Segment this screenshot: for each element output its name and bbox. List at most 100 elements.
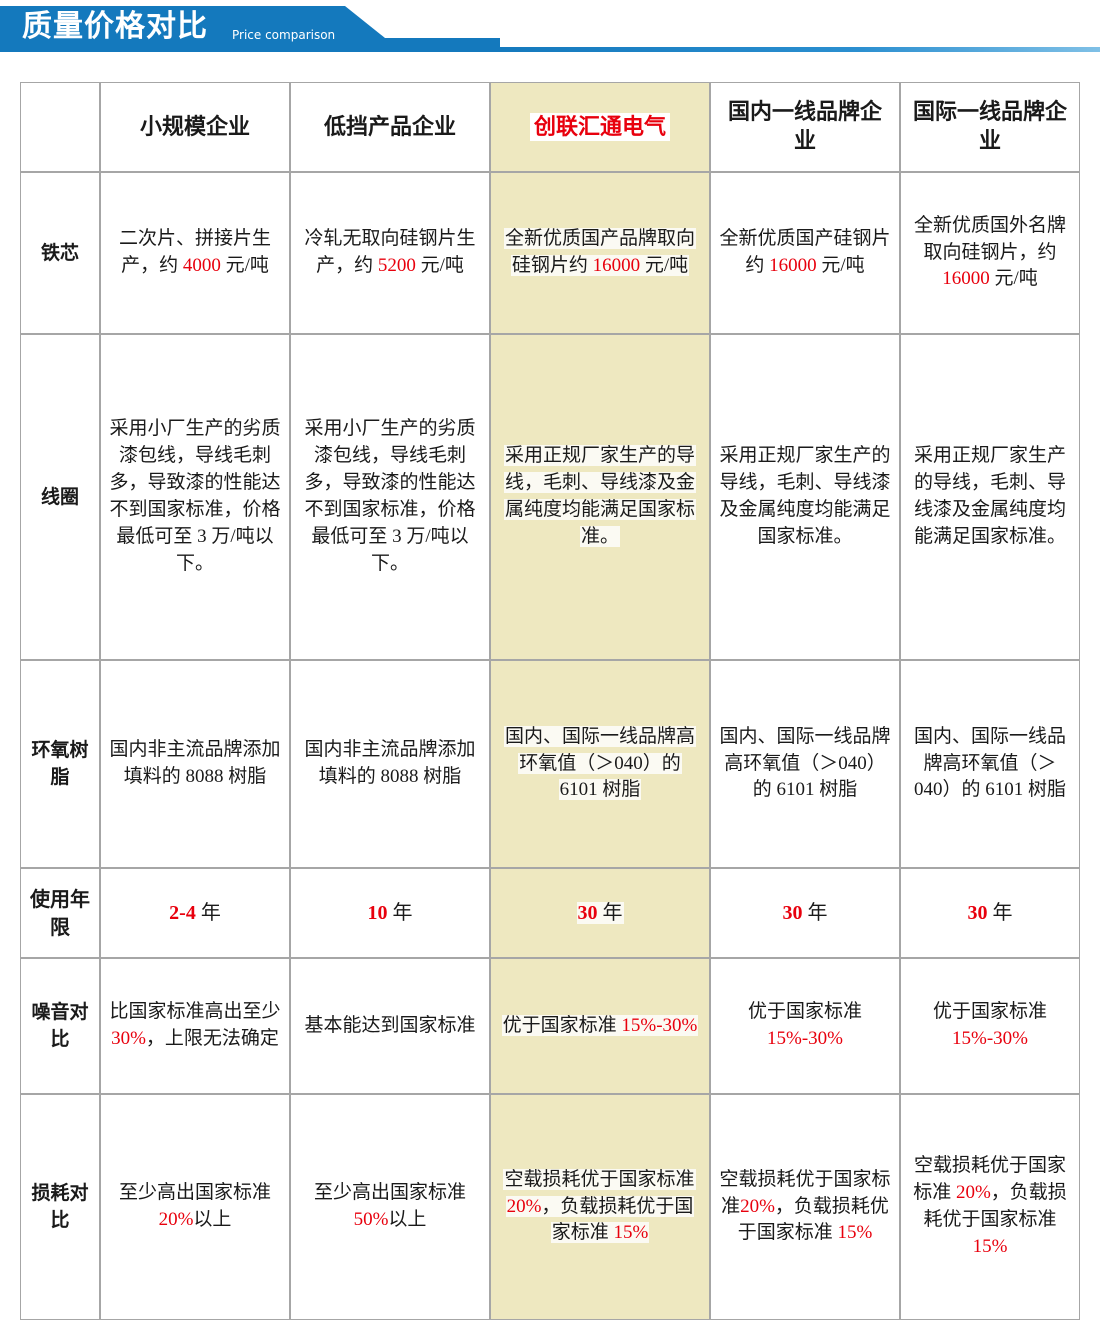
cell-loss-domestic-top: 空载损耗优于国家标准20%，负载损耗优于国家标准 15% <box>710 1094 900 1320</box>
cell-text: 采用正规厂家生产的导线，毛刺、导线漆及金属纯度均能满足国家标准。 <box>719 445 890 547</box>
cell-text-part: 二次片、拼接片生产，约 <box>118 228 271 276</box>
comparison-table-wrapper: 小规模企业 低挡产品企业 创联汇通电气 国内一线品牌企业 国际一线品牌企业 铁芯… <box>20 82 1080 1320</box>
cell-coil-low-end: 采用小厂生产的劣质漆包线，导线毛刺多，导致漆的性能达不到国家标准，价格最低可至 … <box>290 334 490 660</box>
banner-title: 质量价格对比 <box>22 9 208 44</box>
header-cell-low-end: 低挡产品企业 <box>290 82 490 172</box>
table-row-coil: 线圈 采用小厂生产的劣质漆包线，导线毛刺多，导致漆的性能达不到国家标准，价格最低… <box>20 334 1080 660</box>
cell-text: 30 年 <box>783 902 828 924</box>
cell-coil-domestic-top: 采用正规厂家生产的导线，毛刺、导线漆及金属纯度均能满足国家标准。 <box>710 334 900 660</box>
metric-value: 5200 <box>377 255 416 276</box>
table-header-row: 小规模企业 低挡产品企业 创联汇通电气 国内一线品牌企业 国际一线品牌企业 <box>20 82 1080 172</box>
banner-subtitle: Price comparison <box>232 28 336 42</box>
cell-text-part: 优于国家标准 <box>747 1001 862 1023</box>
metric-value: 15%-30% <box>952 1028 1028 1049</box>
metric-value: 10 <box>367 901 388 924</box>
cell-text: 比国家标准高出至少 30%，上限无法确定 <box>109 1001 280 1049</box>
cell-text-part: 优于国家标准 <box>502 1014 622 1036</box>
cell-core-brand: 全新优质国产品牌取向硅钢片约 16000 元/吨 <box>490 172 710 334</box>
cell-text-part: ，上限无法确定 <box>145 1028 279 1049</box>
cell-loss-brand: 空载损耗优于国家标准 20%，负载损耗优于国家标准 15% <box>490 1094 710 1320</box>
cell-coil-small-scale: 采用小厂生产的劣质漆包线，导线毛刺多，导致漆的性能达不到国家标准，价格最低可至 … <box>100 334 290 660</box>
cell-text-part: ，负载损耗优于国家标准 <box>737 1195 889 1244</box>
metric-value: 30% <box>111 1028 146 1049</box>
cell-text: 优于国家标准 15%-30% <box>501 1014 699 1036</box>
row-label-coil: 线圈 <box>20 334 100 660</box>
cell-core-international-top: 全新优质国外名牌取向硅钢片，约 16000 元/吨 <box>900 172 1080 334</box>
cell-life-small-scale: 2-4 年 <box>100 868 290 958</box>
cell-text-part: 至少高出国家标准 <box>118 1182 271 1204</box>
cell-text-part: ，负载损耗优于国家标准 <box>923 1182 1067 1230</box>
cell-text: 全新优质国产品牌取向硅钢片约 16000 元/吨 <box>503 228 696 276</box>
cell-loss-international-top: 空载损耗优于国家标准 20%，负载损耗优于国家标准 15% <box>900 1094 1080 1320</box>
header-cell-small-scale: 小规模企业 <box>100 82 290 172</box>
cell-text-part: 国内、国际一线品牌高环氧值（＞040）的 6101 树脂 <box>913 725 1066 801</box>
cell-text: 优于国家标准 15%-30% <box>933 1001 1047 1049</box>
cell-text: 至少高出国家标准 20%以上 <box>119 1182 271 1230</box>
metric-value: 30 <box>782 901 803 924</box>
cell-text-part: 至少高出国家标准 <box>313 1182 466 1204</box>
cell-resin-international-top: 国内、国际一线品牌高环氧值（＞040）的 6101 树脂 <box>900 660 1080 868</box>
cell-text-part: 全新优质国产品牌取向硅钢片约 <box>504 228 695 276</box>
header-cell-blank <box>20 82 100 172</box>
row-label-noise: 噪音对比 <box>20 958 100 1094</box>
metric-value: 15%-30% <box>767 1028 843 1049</box>
header-cell-brand: 创联汇通电气 <box>490 82 710 172</box>
metric-value: 16000 <box>942 268 990 290</box>
cell-loss-small-scale: 至少高出国家标准 20%以上 <box>100 1094 290 1320</box>
cell-text-part: 元/吨 <box>415 255 464 276</box>
cell-coil-brand: 采用正规厂家生产的导线，毛刺、导线漆及金属纯度均能满足国家标准。 <box>490 334 710 660</box>
cell-text-part: 年 <box>987 901 1013 924</box>
cell-text-part: 以上 <box>193 1209 232 1230</box>
cell-core-small-scale: 二次片、拼接片生产，约 4000 元/吨 <box>100 172 290 334</box>
cell-text: 30 年 <box>968 902 1013 924</box>
cell-resin-brand: 国内、国际一线品牌高环氧值（＞040）的 6101 树脂 <box>490 660 710 868</box>
row-label-service-life: 使用年限 <box>20 868 100 958</box>
cell-resin-low-end: 国内非主流品牌添加填料的 8088 树脂 <box>290 660 490 868</box>
cell-text: 至少高出国家标准 50%以上 <box>314 1182 466 1230</box>
cell-text: 二次片、拼接片生产，约 4000 元/吨 <box>119 228 271 276</box>
cell-text: 2-4 年 <box>169 902 221 924</box>
table-row-service-life: 使用年限 2-4 年 10 年 30 年 30 年 30 年 <box>20 868 1080 958</box>
cell-noise-small-scale: 比国家标准高出至少 30%，上限无法确定 <box>100 958 290 1094</box>
cell-core-domestic-top: 全新优质国产硅钢片约 16000 元/吨 <box>710 172 900 334</box>
metric-value: 15% <box>837 1222 873 1244</box>
cell-noise-domestic-top: 优于国家标准 15%-30% <box>710 958 900 1094</box>
cell-text: 全新优质国产硅钢片约 16000 元/吨 <box>719 228 890 276</box>
cell-text-part: 采用正规厂家生产的导线，毛刺、导线漆及金属纯度均能满足国家标准。 <box>719 445 891 547</box>
row-label-loss: 损耗对比 <box>20 1094 100 1320</box>
cell-text: 优于国家标准 15%-30% <box>748 1001 862 1049</box>
table-row-core: 铁芯 二次片、拼接片生产，约 4000 元/吨 冷轧无取向硅钢片生产，约 520… <box>20 172 1080 334</box>
cell-noise-brand: 优于国家标准 15%-30% <box>490 958 710 1094</box>
cell-text: 国内非主流品牌添加填料的 8088 树脂 <box>109 739 280 787</box>
cell-text-part: 元/吨 <box>816 255 865 276</box>
cell-text: 采用小厂生产的劣质漆包线，导线毛刺多，导致漆的性能达不到国家标准，价格最低可至 … <box>304 418 475 574</box>
row-label-resin: 环氧树脂 <box>20 660 100 868</box>
cell-life-brand: 30 年 <box>490 868 710 958</box>
cell-text: 全新优质国外名牌取向硅钢片，约 16000 元/吨 <box>914 215 1066 290</box>
table-row-loss: 损耗对比 至少高出国家标准 20%以上 至少高出国家标准 50%以上 空载损耗优… <box>20 1094 1080 1320</box>
cell-text: 30 年 <box>576 901 624 924</box>
cell-text-part: 年 <box>597 901 623 924</box>
cell-life-low-end: 10 年 <box>290 868 490 958</box>
metric-value: 20% <box>740 1195 775 1217</box>
cell-life-domestic-top: 30 年 <box>710 868 900 958</box>
cell-coil-international-top: 采用正规厂家生产的导线，毛刺、导线漆及金属纯度均能满足国家标准。 <box>900 334 1080 660</box>
cell-text-part: 采用正规厂家生产的导线，毛刺、导线漆及金属纯度均能满足国家标准。 <box>504 445 695 547</box>
metric-value: 16000 <box>769 255 817 276</box>
cell-text: 冷轧无取向硅钢片生产，约 5200 元/吨 <box>304 228 475 276</box>
row-label-core: 铁芯 <box>20 172 100 334</box>
cell-text-part: 全新优质国外名牌取向硅钢片，约 <box>913 214 1066 263</box>
cell-text: 国内、国际一线品牌高环氧值（＞040）的 6101 树脂 <box>914 726 1066 801</box>
cell-text-part: 年 <box>802 901 828 924</box>
cell-text-part: ，负载损耗优于国家标准 <box>541 1195 694 1244</box>
cell-resin-domestic-top: 国内、国际一线品牌高环氧值（＞040）的 6101 树脂 <box>710 660 900 868</box>
cell-text: 空载损耗优于国家标准20%，负载损耗优于国家标准 15% <box>719 1169 890 1244</box>
metric-value: 20% <box>955 1182 991 1204</box>
metric-value: 30 <box>967 901 988 924</box>
cell-text: 国内非主流品牌添加填料的 8088 树脂 <box>304 739 475 787</box>
cell-text-part: 元/吨 <box>220 255 269 276</box>
cell-loss-low-end: 至少高出国家标准 50%以上 <box>290 1094 490 1320</box>
cell-text-part: 年 <box>195 901 221 924</box>
metric-value: 30 <box>577 901 598 924</box>
cell-text-part: 空载损耗优于国家标准 <box>504 1168 695 1190</box>
